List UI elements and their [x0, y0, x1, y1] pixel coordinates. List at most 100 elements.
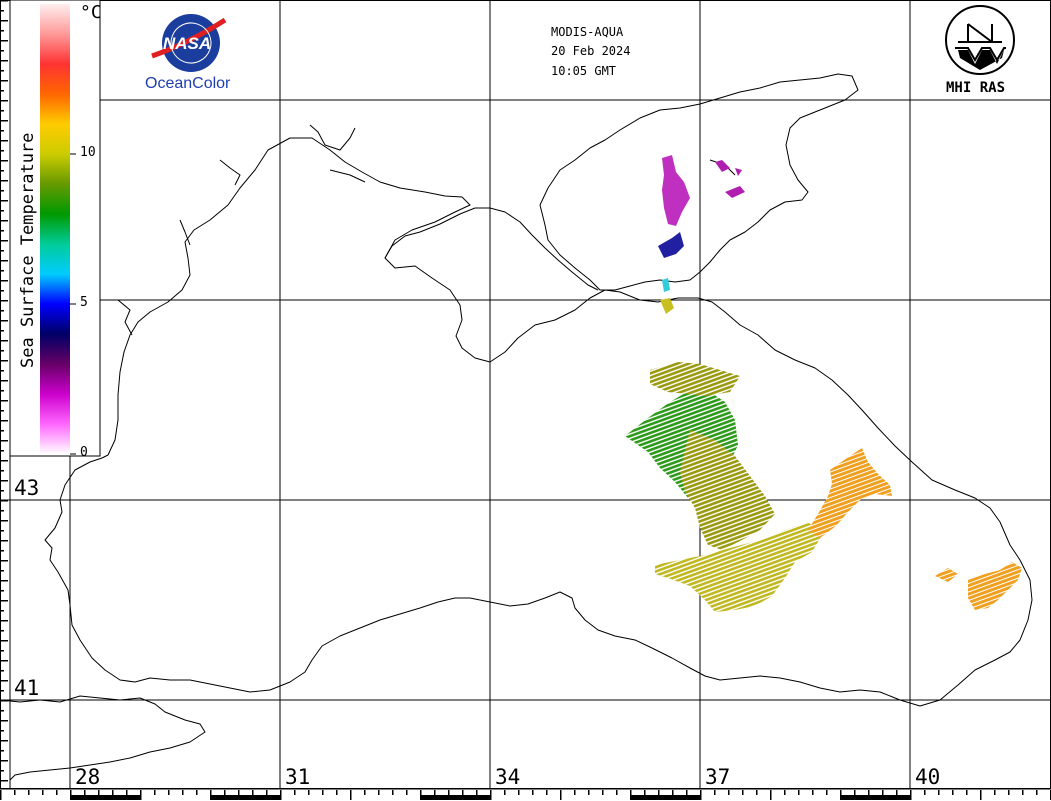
- latitude-label-41: 41: [14, 676, 40, 700]
- ruler-segment: [0, 140, 8, 142]
- ruler-segment: [0, 540, 8, 542]
- ruler-segment: [868, 790, 870, 795]
- ruler-segment: [392, 790, 394, 795]
- mhi-emblem-fill: [958, 50, 1004, 70]
- ruler-segment: [0, 390, 4, 392]
- ruler-segment: [0, 420, 8, 422]
- ruler-segment: [924, 790, 926, 795]
- ruler-segment: [826, 790, 828, 795]
- ruler-segment: [308, 790, 310, 795]
- colorbar-tick-label: 0: [80, 445, 88, 460]
- ruler-segment: [0, 580, 8, 582]
- ruler-segment: [0, 100, 8, 102]
- ruler-segment: [728, 790, 730, 795]
- ruler-segment: [0, 750, 4, 752]
- ruler-segment: [28, 790, 30, 795]
- ruler-segment: [0, 720, 8, 722]
- ruler-segment: [994, 790, 996, 795]
- ruler-segment: [0, 490, 4, 492]
- ruler-segment: [336, 790, 338, 795]
- ruler-segment: [602, 790, 604, 795]
- ruler-segment: [0, 640, 8, 642]
- ruler-segment: [280, 790, 282, 800]
- ruler-segment: [0, 680, 8, 682]
- sst-patch-olive-north: [650, 362, 740, 396]
- ruler-segment: [0, 530, 4, 532]
- ruler-segment: [644, 790, 646, 795]
- ruler-segment: [0, 220, 8, 222]
- ruler-segment: [0, 350, 4, 352]
- ruler-segment: [0, 130, 4, 132]
- bottom-ruler: [0, 788, 1051, 800]
- ruler-segment: [0, 70, 4, 72]
- ruler-segment: [0, 270, 4, 272]
- ruler-segment: [0, 50, 4, 52]
- ruler-segment: [0, 500, 8, 502]
- ruler-segment: [98, 790, 100, 795]
- colorbar-tick-label: 10: [80, 145, 96, 160]
- ruler-segment: [0, 90, 4, 92]
- ruler-segment: [0, 780, 8, 782]
- sst-patch-orange-speck: [935, 568, 958, 582]
- ruler-segment: [0, 790, 2, 800]
- sst-patch-navy: [658, 232, 684, 258]
- ruler-segment: [938, 790, 940, 795]
- ruler-segment: [574, 790, 576, 795]
- colorbar-title: Sea Surface Temperature: [18, 132, 38, 368]
- colorbar-gradient: [40, 4, 70, 454]
- ruler-segment: [0, 650, 4, 652]
- ruler-segment: [0, 0, 8, 2]
- crimea: [384, 207, 599, 291]
- coast-north: [44, 137, 1033, 707]
- sea-of-azov: [539, 73, 859, 291]
- coast-detail-west: [117, 124, 736, 336]
- ruler-segment: [1036, 790, 1038, 795]
- ruler-segment: [0, 470, 4, 472]
- sst-patch-yellow-kerch: [660, 298, 674, 314]
- ruler-segment: [0, 280, 8, 282]
- ruler-segment: [0, 460, 8, 462]
- sst-data: [625, 155, 1022, 612]
- sst-patch-olive-main: [680, 430, 775, 550]
- ruler-segment: [0, 560, 8, 562]
- ruler-segment: [0, 520, 8, 522]
- ruler-segment: [0, 310, 4, 312]
- ruler-segment: [812, 790, 814, 795]
- ruler-segment: [0, 20, 8, 22]
- ruler-segment: [966, 790, 968, 795]
- sst-patch-olive-south: [655, 522, 822, 612]
- longitude-label-34: 34: [495, 765, 521, 789]
- ruler-segment: [490, 790, 492, 800]
- ruler-band: [70, 795, 140, 800]
- ruler-segment: [378, 790, 380, 795]
- ruler-segment: [0, 150, 4, 152]
- ruler-segment: [672, 790, 674, 795]
- ruler-segment: [0, 620, 8, 622]
- ruler-segment: [0, 300, 8, 302]
- ruler-segment: [0, 410, 4, 412]
- ruler-segment: [0, 120, 8, 122]
- ruler-segment: [252, 790, 254, 795]
- bosporus-coast: [0, 695, 206, 781]
- ruler-segment: [0, 360, 8, 362]
- ruler-segment: [0, 670, 4, 672]
- ruler-segment: [0, 450, 4, 452]
- ruler-segment: [322, 790, 324, 795]
- ruler-segment: [224, 790, 226, 795]
- ruler-segment: [14, 790, 16, 795]
- ruler-segment: [0, 760, 8, 762]
- mhi-ras-text: MHI RAS: [946, 80, 1006, 96]
- ruler-segment: [1008, 790, 1010, 795]
- ruler-segment: [0, 340, 8, 342]
- ruler-segment: [714, 790, 716, 795]
- ruler-segment: [0, 380, 8, 382]
- ruler-segment: [756, 790, 758, 795]
- ruler-segment: [0, 710, 4, 712]
- ruler-segment: [560, 790, 562, 800]
- ruler-segment: [0, 190, 4, 192]
- ruler-segment: [0, 250, 4, 252]
- ruler-segment: [980, 790, 982, 800]
- ruler-segment: [182, 790, 184, 795]
- left-ruler: [0, 0, 11, 789]
